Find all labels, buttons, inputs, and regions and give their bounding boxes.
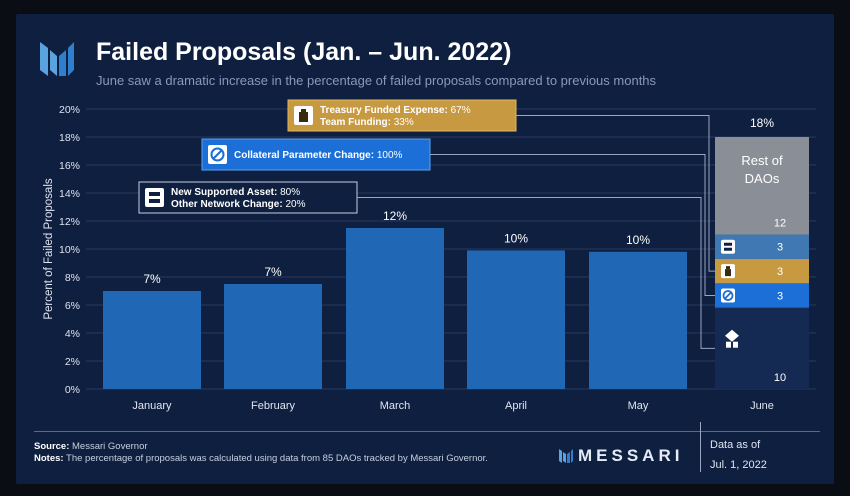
y-tick-label: 16%: [59, 160, 80, 172]
x-tick-label: May: [628, 400, 649, 412]
page-title: Failed Proposals (Jan. – Jun. 2022): [96, 38, 512, 66]
bar: [467, 250, 565, 389]
june-stack-segment: [715, 137, 809, 235]
y-axis-label: Percent of Failed Proposals: [43, 178, 55, 320]
june-rest-label-line2: DAOs: [745, 171, 780, 186]
callout-line1: New Supported Asset: 80%: [171, 187, 300, 198]
x-tick-label: April: [505, 400, 527, 412]
new-asset-icon-bar: [724, 247, 732, 251]
bar-data-label: 10%: [504, 231, 528, 245]
y-tick-label: 12%: [59, 216, 80, 228]
y-tick-label: 2%: [65, 356, 80, 368]
june-stack-value-label: 12: [774, 218, 786, 230]
x-tick-label: January: [132, 400, 172, 412]
y-tick-label: 0%: [65, 384, 80, 396]
callout-line1: Treasury Funded Expense: 67%: [320, 105, 471, 116]
june-stack-value-label: 3: [777, 242, 783, 254]
failed-proposals-chart: 0% 2% 4% 6% 8% 10% 12% 14% 16% 18% 20% Percent of F…: [43, 99, 816, 412]
callout-line2-value: 33%: [391, 117, 414, 128]
data-as-of-date: Jul. 1, 2022: [710, 459, 767, 471]
footer-vertical-divider: [700, 422, 701, 472]
new-asset-icon-tile: [721, 239, 735, 254]
y-tick-label: 4%: [65, 328, 80, 340]
callout-line1-value: 80%: [277, 187, 300, 198]
june-rest-label-line1: Rest of: [741, 153, 783, 168]
callout-box: [287, 99, 517, 132]
treasury-icon-cap: [726, 266, 730, 270]
june-total-label: 18%: [750, 116, 774, 130]
bar: [346, 228, 444, 389]
callout-connector: [430, 154, 715, 297]
bento-icon-leg: [733, 341, 738, 348]
new-asset-icon: [149, 192, 160, 196]
y-tick-label: 20%: [59, 104, 80, 116]
bar-data-label: 7%: [143, 272, 161, 286]
new-asset-icon-bar: [149, 199, 160, 203]
callout-connector: [516, 115, 715, 272]
brand-wordmark: MESSARI: [578, 446, 684, 465]
y-tick-label: 18%: [59, 132, 80, 144]
notes-label: Notes:: [34, 453, 64, 464]
callout-line2-value: 20%: [283, 199, 306, 210]
messari-logo-icon: [40, 42, 74, 76]
callout-line2-label: Team Funding:: [320, 117, 391, 128]
callout-box: [138, 181, 358, 214]
bar: [589, 251, 687, 389]
bar-data-label: 10%: [626, 233, 650, 247]
source-text: Messari Governor: [72, 441, 148, 452]
collateral-icon: [722, 290, 734, 301]
messari-brand-mark-icon: [559, 449, 573, 463]
notes-text: The percentage of proposals was calculat…: [66, 453, 488, 464]
callout-line1-label: Treasury Funded Expense:: [320, 105, 448, 116]
x-tick-label: March: [380, 400, 411, 412]
callout-line2: Team Funding: 33%: [320, 117, 414, 128]
y-tick-label: 8%: [65, 272, 80, 284]
callout-line1-label: New Supported Asset:: [171, 187, 277, 198]
callout-line1: Collateral Parameter Change: 100%: [234, 150, 403, 161]
bento-icon-leg: [726, 341, 731, 348]
bar: [224, 284, 322, 389]
callout-line1-label: Collateral Parameter Change:: [234, 150, 374, 161]
callout-line2: Other Network Change: 20%: [171, 199, 306, 210]
callout-line1-value: 67%: [448, 105, 471, 116]
data-as-of-label: Data as of: [710, 439, 761, 451]
june-stack-value-label: 3: [777, 291, 783, 303]
bar: [103, 291, 201, 389]
collateral-icon-slash: [724, 291, 732, 300]
callout-connector: [357, 197, 715, 349]
footer-notes: Notes: The percentage of proposals was c…: [34, 453, 488, 464]
y-tick-label: 14%: [59, 188, 80, 200]
june-stack-value-label: 10: [774, 372, 786, 384]
treasury-icon-cap: [301, 109, 306, 112]
bar-data-label: 7%: [264, 265, 282, 279]
new-asset-icon: [724, 242, 732, 246]
collateral-icon-slash: [212, 149, 223, 160]
x-tick-label: February: [251, 400, 296, 412]
infographic-panel: Failed Proposals (Jan. – Jun. 2022) June…: [16, 14, 834, 484]
treasury-icon: [299, 112, 308, 122]
callout-line2-label: Other Network Change:: [171, 199, 283, 210]
treasury-icon: [725, 269, 731, 277]
callout-line1-value: 100%: [374, 150, 402, 161]
bar-data-label: 12%: [383, 209, 407, 223]
source-label: Source:: [34, 441, 70, 452]
new-asset-icon-callout-tile: [145, 188, 164, 207]
y-tick-label: 6%: [65, 300, 80, 312]
x-tick-label: June: [750, 400, 774, 412]
footer-divider: [34, 431, 820, 432]
june-stack-segment: [715, 307, 809, 389]
footer-source: Source: Messari Governor: [34, 441, 148, 452]
y-tick-label: 10%: [59, 244, 80, 256]
page-subtitle: June saw a dramatic increase in the perc…: [96, 73, 657, 88]
june-stack-value-label: 3: [777, 266, 783, 278]
bento-icon: [725, 329, 739, 342]
collateral-icon: [210, 147, 225, 162]
